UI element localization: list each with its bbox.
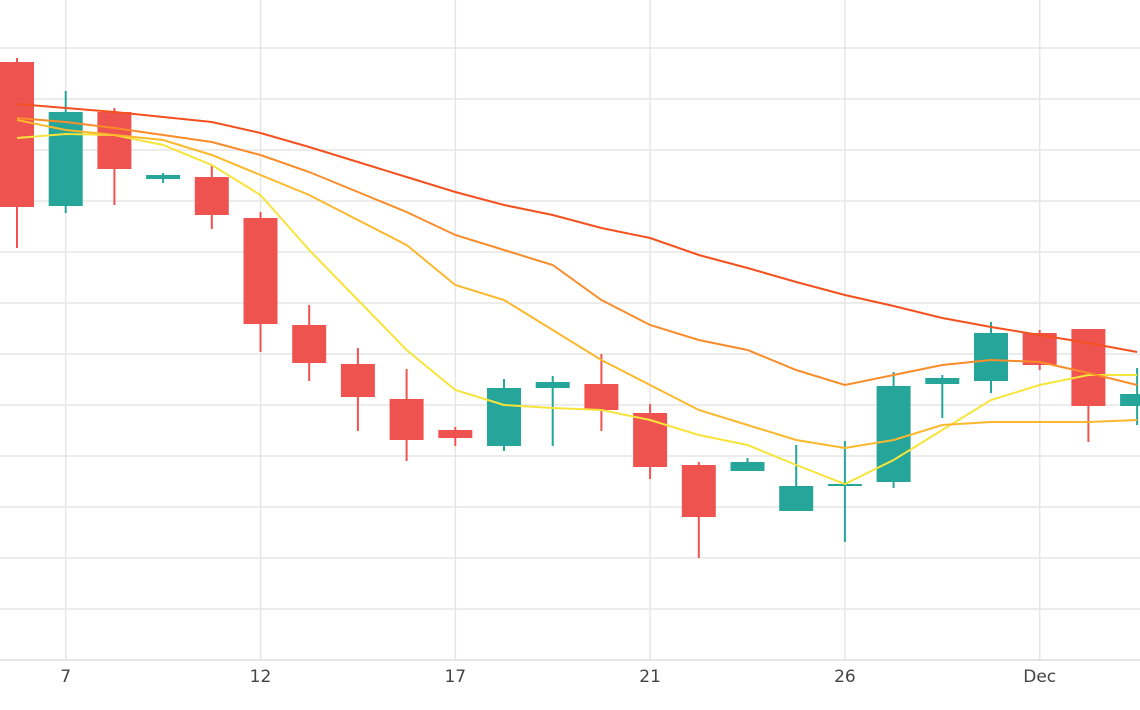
- candle-body: [292, 325, 327, 363]
- candle-body: [243, 218, 278, 324]
- candle-body: [876, 386, 911, 482]
- candle-body: [1022, 333, 1057, 365]
- candle-body: [487, 388, 521, 446]
- x-tick-label: 7: [60, 667, 71, 687]
- candle-body: [681, 465, 716, 517]
- x-tick-label: 17: [444, 667, 466, 687]
- candle-body: [535, 382, 570, 388]
- candle-body: [438, 430, 473, 438]
- candle-body: [97, 112, 132, 169]
- moving-average-line: [16, 132, 1138, 486]
- candle-body: [925, 378, 960, 384]
- candle-body: [1120, 394, 1140, 406]
- candle-body: [633, 413, 668, 467]
- x-tick-label: 26: [834, 667, 856, 687]
- x-tick-label: 21: [639, 667, 661, 687]
- candle-body: [0, 62, 34, 207]
- candle-body: [389, 399, 424, 440]
- x-tick-label: 12: [250, 667, 272, 687]
- candle-body: [340, 364, 375, 397]
- candle-body: [730, 462, 765, 471]
- moving-average-line: [16, 117, 1138, 387]
- x-tick-label: Dec: [1023, 667, 1056, 687]
- candle-body: [194, 177, 229, 215]
- candle-body: [48, 112, 83, 206]
- candle-body: [779, 486, 814, 511]
- moving-average-line: [16, 103, 1138, 353]
- candle-body: [584, 384, 619, 410]
- candle-body: [974, 333, 1008, 381]
- candle-body: [146, 175, 181, 179]
- moving-average-line: [16, 119, 1138, 450]
